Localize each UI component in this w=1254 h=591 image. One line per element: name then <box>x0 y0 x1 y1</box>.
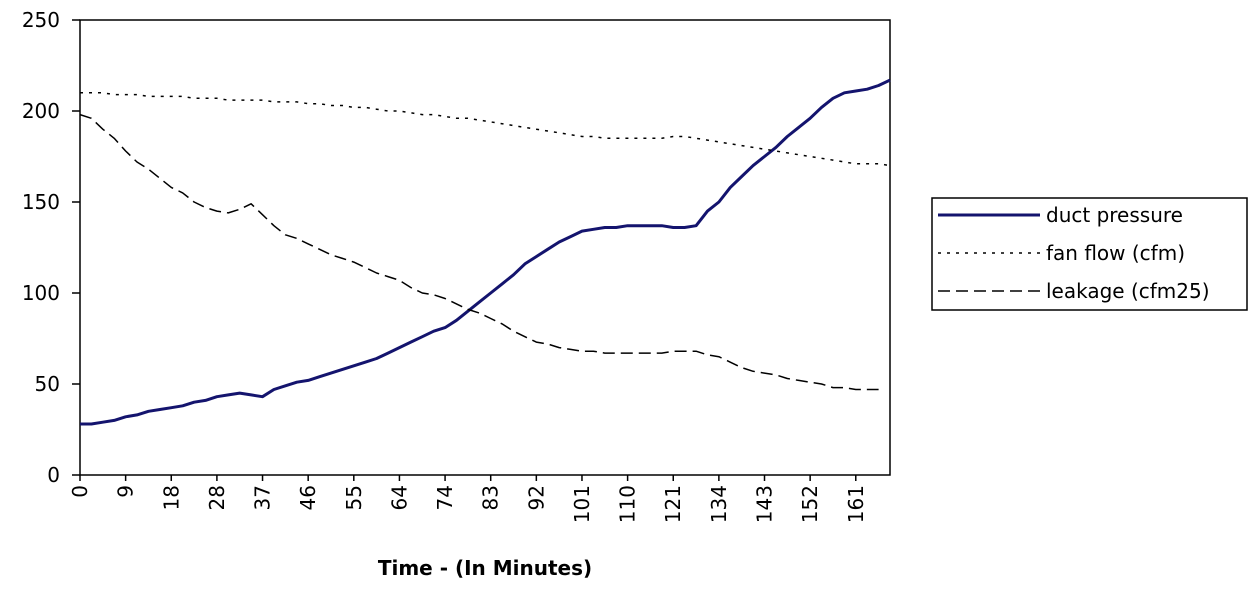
x-tick-label: 83 <box>479 485 503 510</box>
x-tick-label: 74 <box>433 485 457 510</box>
x-tick-label: 28 <box>205 485 229 510</box>
x-tick-label: 0 <box>68 485 92 498</box>
x-tick-label: 152 <box>798 485 822 523</box>
y-tick-label: 0 <box>47 463 60 487</box>
legend-label: fan flow (cfm) <box>1046 241 1185 265</box>
x-tick-label: 134 <box>707 485 731 523</box>
y-tick-label: 50 <box>35 372 60 396</box>
y-tick-label: 150 <box>22 190 60 214</box>
x-tick-label: 46 <box>296 485 320 510</box>
series-line <box>80 92 891 167</box>
plot-frame <box>79 19 891 476</box>
x-tick-label: 55 <box>342 485 366 510</box>
y-tick-label: 200 <box>22 99 60 123</box>
series-line <box>80 78 891 426</box>
y-tick-label: 250 <box>22 8 60 32</box>
series-line <box>79 113 879 391</box>
x-tick-label: 161 <box>844 485 868 523</box>
x-tick-label: 110 <box>616 485 640 523</box>
legend-label: duct pressure <box>1046 203 1183 227</box>
x-axis-title: Time - (In Minutes) <box>378 556 592 580</box>
legend-label: leakage (cfm25) <box>1046 279 1210 303</box>
x-tick-label: 18 <box>159 485 183 510</box>
y-tick-label: 100 <box>22 281 60 305</box>
x-tick-label: 9 <box>114 485 138 498</box>
x-tick-label: 64 <box>387 485 411 510</box>
x-tick-label: 37 <box>251 485 275 510</box>
x-tick-label: 92 <box>524 485 548 510</box>
x-tick-label: 121 <box>661 485 685 523</box>
x-tick-label: 101 <box>570 485 594 523</box>
x-tick-label: 143 <box>753 485 777 523</box>
